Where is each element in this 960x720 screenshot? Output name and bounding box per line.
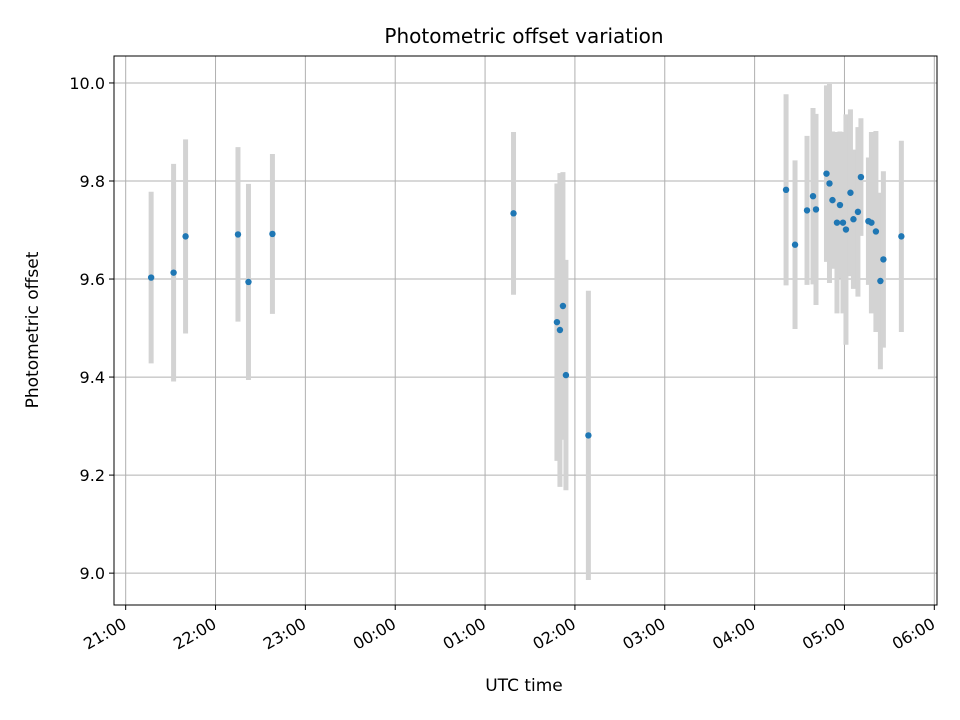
data-point	[782, 186, 790, 194]
plot-area-frame	[113, 55, 938, 606]
x-tick-label: 23:00	[260, 614, 309, 654]
error-bars	[148, 83, 904, 581]
y-tick-label: 9.8	[80, 172, 105, 191]
data-point	[877, 277, 884, 285]
data-point	[585, 432, 592, 439]
x-tick-label: 00:00	[350, 614, 399, 654]
data-point	[803, 207, 811, 214]
x-tick-label: 01:00	[440, 614, 489, 654]
data-point	[147, 274, 155, 281]
grid	[114, 56, 937, 605]
data-point	[868, 219, 875, 226]
y-tick-label: 9.6	[80, 270, 105, 289]
x-axis-label: UTC time	[485, 676, 563, 696]
y-axis-ticks: 9.0 9.2 9.4 9.6 9.8 10.0	[69, 74, 114, 583]
data-point	[829, 196, 836, 204]
x-tick-label: 06:00	[889, 614, 938, 654]
y-tick-label: 9.4	[80, 368, 105, 387]
data-point	[556, 326, 564, 334]
y-tick-label: 10.0	[69, 74, 105, 93]
data-point	[826, 180, 833, 187]
x-tick-label: 05:00	[799, 614, 848, 654]
data-point	[562, 371, 570, 379]
y-axis-label: Photometric offset	[23, 251, 43, 408]
x-tick-label: 03:00	[619, 614, 668, 654]
data-point	[847, 189, 854, 196]
chart-title: Photometric offset variation	[384, 24, 663, 48]
data-point	[842, 226, 850, 233]
data-point	[857, 173, 865, 181]
data-point	[791, 241, 799, 248]
data-point	[510, 210, 517, 217]
x-tick-label: 04:00	[709, 614, 758, 654]
data-point	[823, 170, 830, 177]
data-point	[833, 219, 841, 226]
y-tick-label: 9.2	[80, 466, 105, 485]
data-point	[872, 228, 880, 235]
x-axis-ticks: 21:00 22:00 23:00 00:00 01:00 02:00 03:00 04:00…	[80, 605, 938, 654]
x-tick-label: 02:00	[529, 614, 578, 654]
data-point	[854, 208, 862, 216]
data-point	[839, 219, 847, 226]
data-point	[245, 278, 252, 286]
data-point	[269, 230, 276, 238]
data-point	[812, 206, 820, 213]
data-points	[147, 170, 905, 439]
data-point	[559, 302, 567, 310]
data-point	[182, 233, 189, 240]
data-point	[850, 216, 857, 223]
y-tick-label: 9.0	[80, 564, 105, 583]
data-point	[836, 201, 844, 209]
data-point	[880, 256, 887, 263]
data-point	[809, 192, 817, 200]
x-tick-label: 22:00	[170, 614, 219, 654]
data-point	[170, 269, 177, 276]
x-tick-label: 21:00	[80, 614, 129, 654]
data-point	[553, 318, 561, 326]
data-point	[234, 231, 242, 238]
data-point	[898, 233, 905, 240]
